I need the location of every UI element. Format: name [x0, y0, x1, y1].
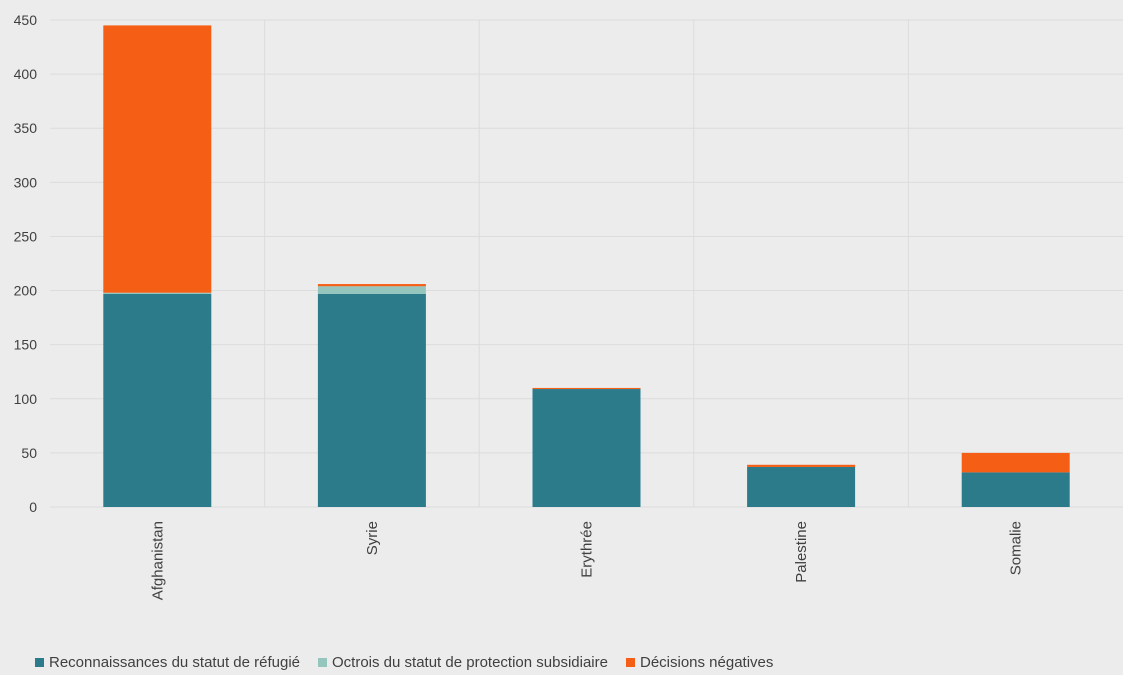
legend-label-negative-decisions: Décisions négatives: [639, 654, 774, 671]
y-tick-label: 150: [14, 337, 38, 353]
y-tick-label: 350: [14, 120, 38, 136]
y-tick-label: 300: [14, 174, 38, 190]
bar-segment-afghanistan-series-1: [103, 292, 212, 294]
bar-segment-erythrée-series-0: [532, 389, 641, 507]
y-axis: 0 50 100 150 200 250 300 350 400 450: [14, 12, 38, 515]
legend-item-subsidiary-protection: Octrois du statut de protection subsidia…: [318, 654, 608, 671]
x-axis: Afghanistan Syrie Erythrée Palestine Somalie: [149, 521, 1024, 600]
legend-label-subsidiary-protection: Octrois du statut de protection subsidia…: [332, 654, 608, 671]
legend-swatch-subsidiary-protection: [318, 658, 327, 667]
y-tick-label: 100: [14, 391, 38, 407]
y-tick-label: 200: [14, 283, 38, 299]
y-tick-label: 250: [14, 228, 38, 244]
legend-label-refugee: Reconnaissances du statut de réfugié: [49, 654, 300, 671]
y-tick-label: 450: [14, 12, 38, 28]
x-tick-label: Syrie: [364, 521, 381, 555]
x-tick-label: Somalie: [1008, 521, 1025, 575]
bar-segment-somalie-series-0: [961, 472, 1070, 507]
y-tick-label: 400: [14, 66, 38, 82]
bar-segment-palestine-series-0: [747, 466, 856, 507]
legend-swatch-negative-decisions: [625, 658, 635, 667]
y-tick-label: 0: [29, 499, 37, 515]
bar-segment-palestine-series-2: [747, 464, 856, 467]
y-tick-label: 50: [21, 445, 37, 461]
legend-item-negative-decisions: Décisions négatives: [625, 654, 774, 671]
legend-swatch-refugee: [35, 658, 44, 667]
x-tick-label: Erythrée: [579, 521, 596, 578]
bar-segment-syrie-series-2: [317, 284, 426, 287]
bar-segment-syrie-series-0: [317, 293, 426, 507]
legend: Reconnaissances du statut de réfugié Oct…: [35, 654, 773, 671]
bar-segment-afghanistan-series-0: [103, 293, 212, 507]
bar-segment-somalie-series-2: [961, 452, 1070, 473]
grid-layer: [50, 19, 1123, 508]
bar-segment-syrie-series-1: [317, 286, 426, 294]
bar-segment-erythrée-series-2: [532, 387, 641, 390]
stacked-bar-chart: 0 50 100 150 200 250 300 350 400 450 Afghanistan S…: [14, 12, 1123, 600]
bar-segment-afghanistan-series-2: [103, 25, 212, 293]
bar-layer: [103, 25, 1070, 507]
x-tick-label: Palestine: [793, 521, 810, 583]
x-tick-label: Afghanistan: [149, 521, 166, 600]
legend-item-refugee: Reconnaissances du statut de réfugié: [35, 654, 300, 671]
